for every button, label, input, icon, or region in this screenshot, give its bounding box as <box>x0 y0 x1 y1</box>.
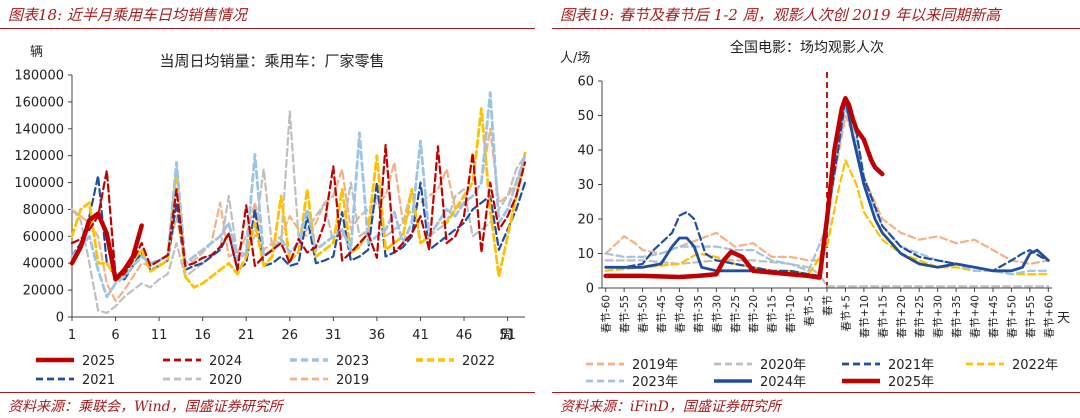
legend-label: 2025 <box>82 354 115 369</box>
legend-label: 2019 <box>336 373 369 388</box>
y-tick-label: 160000 <box>14 95 64 110</box>
x-tick-label: 春节-35 <box>693 295 705 333</box>
source-note-19: 资料来源：iFinD，国盛证券研究所 <box>560 399 781 415</box>
legend-label: 2024 <box>209 354 242 369</box>
x-tick-label: 春节+20 <box>896 295 908 338</box>
x-tick-label: 21 <box>238 328 255 343</box>
y-tick-label: 20 <box>577 213 594 228</box>
x-axis-unit: 天 <box>1057 311 1070 326</box>
series-line-2025年 <box>603 96 885 280</box>
x-tick-label: 6 <box>111 328 119 343</box>
series-line-2022 <box>70 107 527 289</box>
legend-label: 2020 <box>209 373 242 388</box>
x-tick-label: 春节-20 <box>748 295 760 333</box>
legend-label: 2023 <box>336 354 369 369</box>
chart-title: 全国电影：场均观影人次 <box>730 39 884 56</box>
y-tick-label: 0 <box>56 311 64 326</box>
y-tick-label: 60 <box>577 75 594 90</box>
x-tick-label: 11 <box>151 328 168 343</box>
legend-label: 2020年 <box>760 358 806 373</box>
x-tick-label: 春节-15 <box>767 295 779 333</box>
x-tick-label: 春节-40 <box>675 295 687 333</box>
series-line-2024 <box>70 143 527 278</box>
figure-title-18: 图表18: 近半月乘用车日均销售情况 <box>8 6 247 24</box>
legend-label: 2019年 <box>632 358 678 373</box>
y-tick-label: 60000 <box>23 230 64 245</box>
x-tick-label: 春节+15 <box>877 295 889 338</box>
x-tick-label: 春节+5 <box>840 295 852 331</box>
y-tick-label: 40 <box>577 144 594 159</box>
daily-car-sales-chart: 当周日均销量：乘用车：厂家零售 辆 0 20000 40000 60000 80000 100… <box>14 45 527 388</box>
legend-label: 2024年 <box>760 375 806 390</box>
left-chart-panel: 图表18: 近半月乘用车日均销售情况 当周日均销量：乘用车：厂家零售 辆 0 2000… <box>0 0 535 418</box>
legend-label: 2023年 <box>632 375 678 390</box>
series-line-2020年 <box>604 259 1050 288</box>
legend-label: 2025年 <box>888 375 934 390</box>
y-tick-label: 100000 <box>14 176 64 191</box>
x-tick-label: 春节-45 <box>656 295 668 333</box>
chart-title: 当周日均销量：乘用车：厂家零售 <box>159 52 384 70</box>
x-tick-label: 16 <box>194 328 211 343</box>
x-tick-label: 春节-5 <box>804 295 816 326</box>
x-tick-label: 春节-55 <box>619 295 631 333</box>
title-rule <box>552 28 1080 29</box>
title-rule <box>0 28 535 29</box>
x-tick-label: 春节+25 <box>914 295 926 338</box>
x-tick-label: 春节-60 <box>601 295 613 333</box>
x-tick-label: 1 <box>68 328 76 343</box>
x-axis-unit: 周 <box>500 328 513 343</box>
x-tick-label: 春节+35 <box>951 295 963 338</box>
source-rule <box>552 392 1080 393</box>
x-tick-label: 春节+60 <box>1043 295 1055 338</box>
x-tick-label: 春节-25 <box>730 295 742 333</box>
y-tick-label: 0 <box>586 282 594 297</box>
x-tick-label: 31 <box>325 328 342 343</box>
x-tick-label: 春节+55 <box>1025 295 1037 338</box>
x-tick-label: 春节+50 <box>1006 295 1018 338</box>
x-tick-label: 春节+10 <box>859 295 871 338</box>
x-tick-label: 春节+30 <box>933 295 945 338</box>
x-tick-label: 36 <box>369 328 386 343</box>
source-rule <box>0 392 535 393</box>
y-tick-label: 30 <box>577 178 594 193</box>
series-line-2025 <box>69 211 144 282</box>
y-tick-label: 10 <box>577 247 594 262</box>
x-tick-label: 春节-50 <box>638 295 650 333</box>
x-tick-label: 春节+40 <box>970 295 982 338</box>
x-tick-label: 春节-30 <box>711 295 723 333</box>
y-tick-label: 50 <box>577 109 594 124</box>
legend-label: 2021 <box>82 373 115 388</box>
legend-label: 2021年 <box>888 358 934 373</box>
y-tick-label: 80000 <box>23 203 64 218</box>
x-tick-label: 41 <box>412 328 429 343</box>
source-note-18: 资料来源：乘联会，Wind，国盛证券研究所 <box>8 399 283 415</box>
y-tick-label: 40000 <box>23 257 64 272</box>
x-tick-label: 46 <box>456 328 473 343</box>
y-tick-label: 20000 <box>23 284 64 299</box>
y-tick-label: 120000 <box>14 149 64 164</box>
figure-title-19: 图表19: 春节及春节后 1-2 周，观影人次创 2019 年以来同期新高 <box>560 6 1001 24</box>
x-tick-label: 26 <box>282 328 299 343</box>
x-tick-label: 春节-10 <box>785 295 797 333</box>
y-tick-label: 180000 <box>14 69 64 84</box>
y-axis-unit: 辆 <box>30 45 43 60</box>
series-line-2020 <box>70 110 527 315</box>
right-chart-panel: 图表19: 春节及春节后 1-2 周，观影人次创 2019 年以来同期新高 全国… <box>552 0 1080 418</box>
y-tick-label: 140000 <box>14 122 64 137</box>
x-tick-label: 51 <box>499 328 516 343</box>
y-axis-unit: 人/场 <box>560 51 590 66</box>
legend-label: 2022 <box>462 354 495 369</box>
x-tick-label: 春节 <box>822 295 834 316</box>
x-tick-label: 春节+45 <box>988 295 1000 338</box>
legend-label: 2022年 <box>1012 358 1058 373</box>
